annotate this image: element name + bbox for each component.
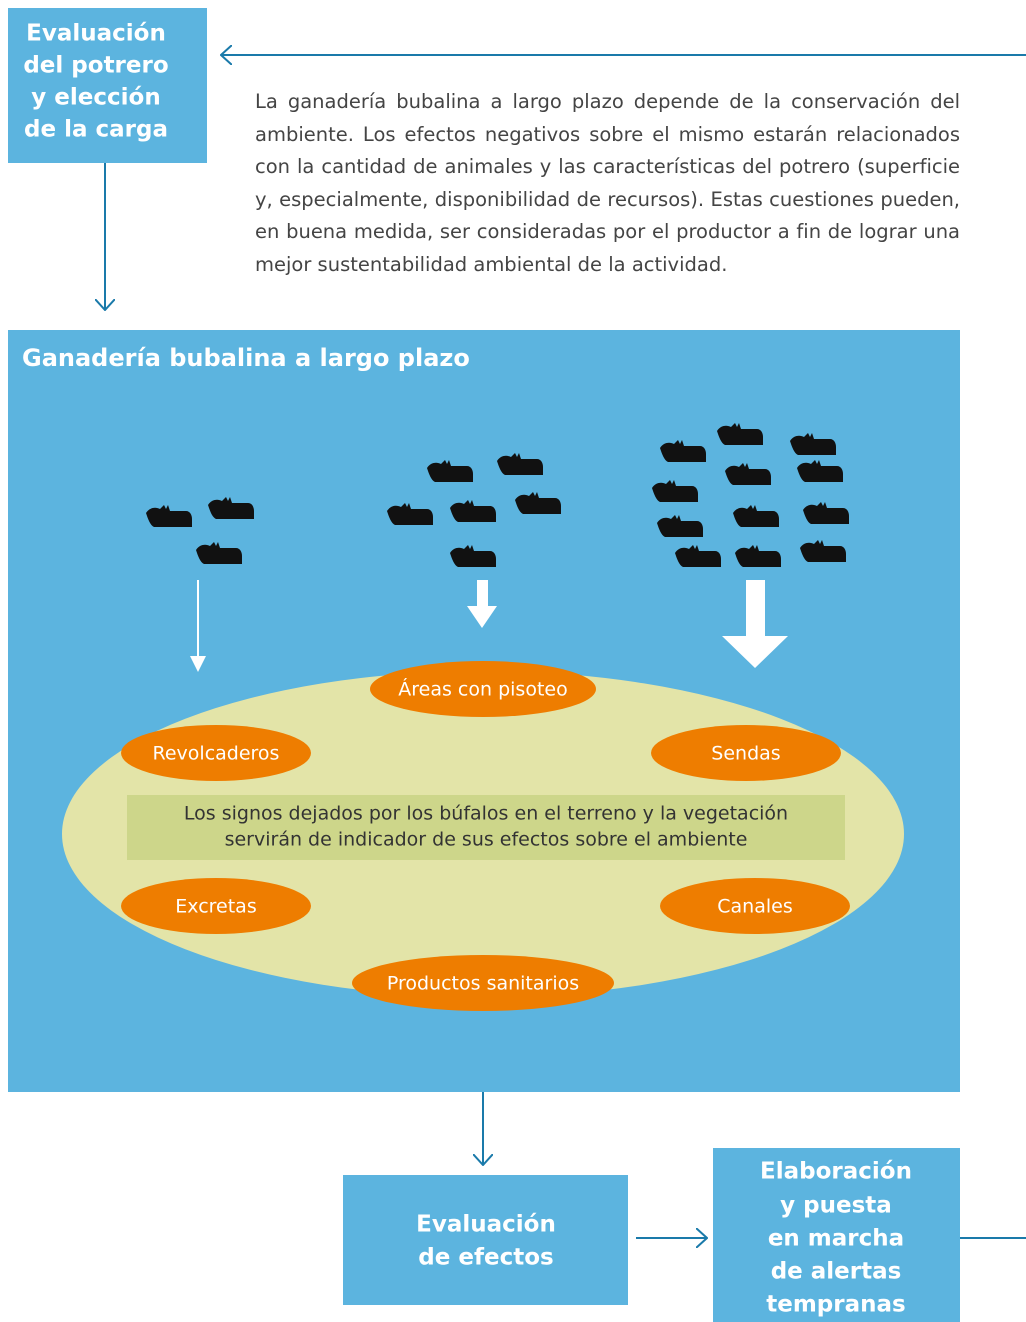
alerts-line: y puesta [780,1193,892,1219]
page: Ganadería bubalina {"top_box": {"lines":… [0,0,1026,1322]
note-line: Los signos dejados por los búfalos en el… [184,803,788,825]
effects-line: Evaluación [416,1212,556,1238]
sign-label: Revolcaderos [153,743,280,765]
alerts-line: Elaboración [760,1159,912,1185]
sign-label: Productos sanitarios [387,973,579,995]
alerts-line: de alertas [771,1259,902,1285]
effects-line: de efectos [418,1245,553,1271]
body: Evaluación del potrero y elección de la … [0,0,1026,1322]
sign-label: Canales [717,896,792,918]
sign-label: Sendas [711,743,780,765]
intro-text: La ganadería bubalina a largo plazo depe… [255,86,960,281]
top-box-line: de la carga [24,117,168,143]
alerts-line: en marcha [768,1226,904,1252]
top-box-line: del potrero [23,53,168,79]
top-box-line: Evaluación [26,21,166,47]
effects-box [343,1175,628,1305]
sign-label: Excretas [175,896,256,918]
alerts-line: tempranas [766,1292,905,1318]
panel-title: Ganadería bubalina a largo plazo [22,344,470,372]
top-box-line: y elección [31,85,160,111]
note-line: servirán de indicador de sus efectos sob… [225,829,748,851]
sign-label: Áreas con pisoteo [398,678,567,701]
